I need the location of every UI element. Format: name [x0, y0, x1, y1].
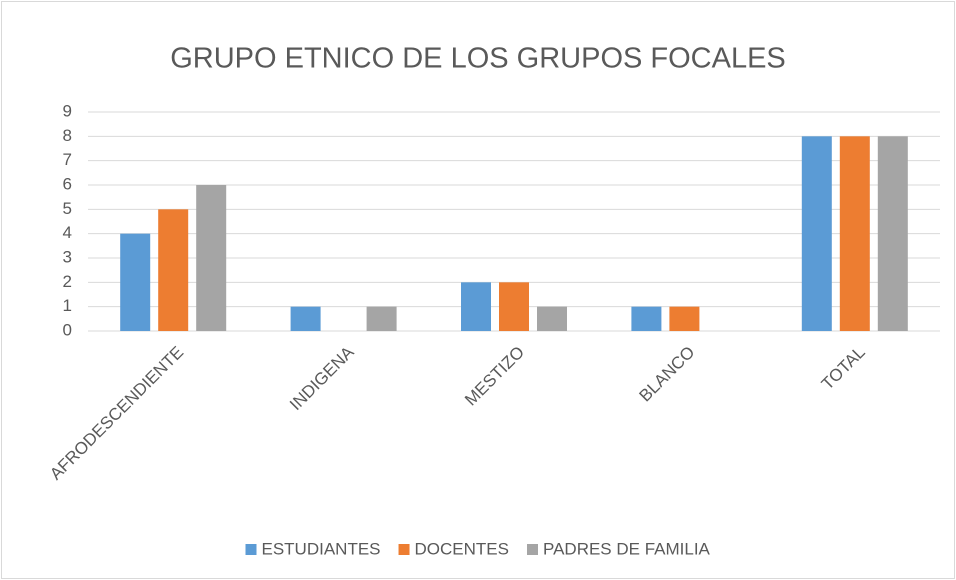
y-tick-label: 2: [63, 272, 72, 291]
legend-swatch: [398, 544, 410, 555]
bar: [158, 209, 189, 331]
bar: [461, 282, 491, 331]
bar: [839, 136, 870, 331]
bar: [669, 306, 700, 331]
y-tick-label: 5: [63, 199, 72, 218]
y-tick-label: 0: [63, 320, 72, 339]
bar: [196, 185, 227, 331]
bar: [120, 233, 151, 331]
bar: [290, 306, 321, 331]
legend-swatch: [527, 544, 538, 555]
bar: [631, 306, 662, 331]
bar: [499, 282, 529, 331]
y-tick-label: 9: [63, 101, 72, 120]
bar: [801, 136, 832, 331]
bar: [537, 306, 567, 331]
y-tick-label: 8: [63, 126, 72, 145]
y-tick-label: 4: [63, 223, 72, 242]
legend-label: DOCENTES: [415, 539, 509, 558]
chart-title: GRUPO ETNICO DE LOS GRUPOS FOCALES: [170, 43, 786, 75]
bar: [366, 306, 397, 331]
legend-label: PADRES DE FAMILIA: [543, 539, 711, 558]
y-tick-label: 6: [63, 174, 72, 193]
bar: [877, 136, 908, 331]
y-tick-label: 1: [63, 296, 72, 315]
y-tick-label: 3: [63, 247, 72, 266]
y-tick-label: 7: [63, 150, 72, 169]
legend-swatch: [245, 544, 257, 555]
legend-label: ESTUDIANTES: [262, 539, 381, 558]
